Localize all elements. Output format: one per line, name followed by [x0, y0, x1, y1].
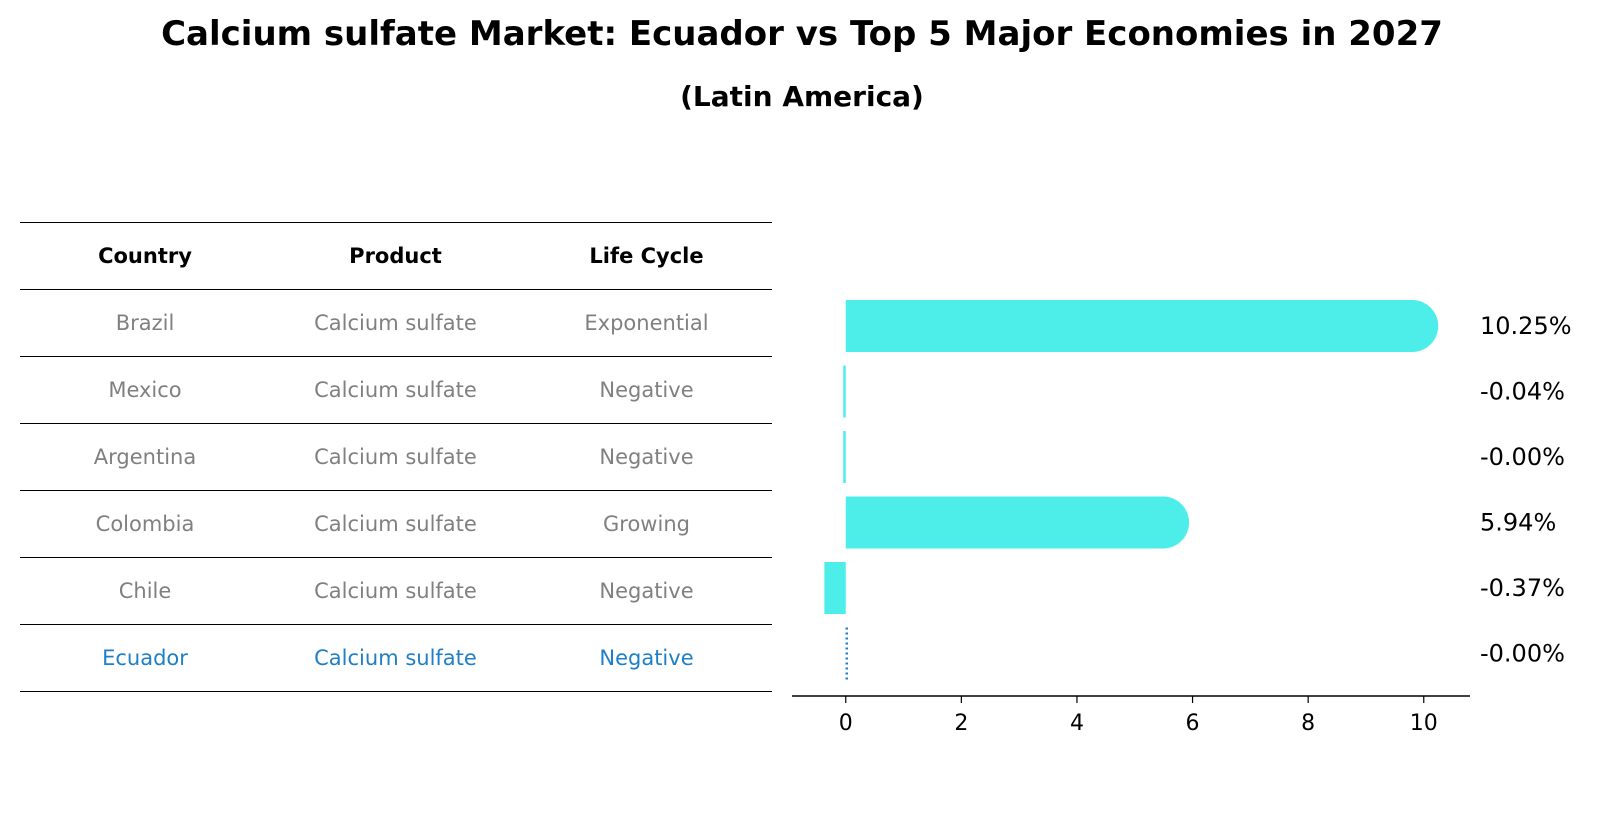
- chart-subtitle: (Latin America): [680, 80, 924, 113]
- x-tick-label: 0: [839, 711, 853, 736]
- cell-country: Colombia: [95, 512, 195, 536]
- bar: [843, 365, 846, 418]
- data-label: -0.37%: [1480, 574, 1565, 602]
- cell-country: Ecuador: [102, 646, 188, 670]
- comparison-table: Country Product Life Cycle Brazil Calciu…: [20, 222, 772, 692]
- table-row-highlighted: Ecuador Calcium sulfate Negative: [20, 625, 772, 692]
- data-label: -0.00%: [1480, 640, 1565, 668]
- table-row: Colombia Calcium sulfate Growing: [20, 491, 772, 558]
- bar: [843, 431, 846, 483]
- cell-product: Calcium sulfate: [314, 646, 477, 670]
- cell-life-cycle: Negative: [599, 445, 694, 469]
- x-tick-label: 8: [1301, 711, 1315, 736]
- data-label: 10.25%: [1480, 312, 1572, 340]
- bar: [845, 300, 1439, 352]
- header-product: Product: [349, 244, 442, 268]
- cell-country: Chile: [118, 579, 172, 603]
- cell-product: Calcium sulfate: [314, 311, 477, 335]
- bar: [845, 496, 1190, 549]
- table-row: Mexico Calcium sulfate Negative: [20, 357, 772, 424]
- table-header-row: Country Product Life Cycle: [20, 223, 772, 290]
- cell-life-cycle: Negative: [599, 646, 694, 670]
- chart-title: Calcium sulfate Market: Ecuador vs Top 5…: [161, 14, 1443, 54]
- cell-life-cycle: Exponential: [584, 311, 709, 335]
- data-label: -0.04%: [1480, 378, 1565, 406]
- x-tick-label: 2: [954, 711, 968, 736]
- cell-country: Brazil: [115, 311, 175, 335]
- cell-product: Calcium sulfate: [314, 579, 477, 603]
- cell-life-cycle: Negative: [599, 378, 694, 402]
- data-label: -0.00%: [1480, 443, 1565, 471]
- table-row: Brazil Calcium sulfate Exponential: [20, 290, 772, 357]
- header-life-cycle: Life Cycle: [589, 244, 704, 268]
- cell-country: Mexico: [108, 378, 182, 402]
- header-country: Country: [98, 244, 192, 268]
- bar: [824, 562, 846, 614]
- cell-country: Argentina: [93, 445, 197, 469]
- x-tick-label: 6: [1186, 711, 1200, 736]
- table-row: Argentina Calcium sulfate Negative: [20, 424, 772, 491]
- table-row: Chile Calcium sulfate Negative: [20, 558, 772, 625]
- x-tick-label: 10: [1410, 711, 1438, 736]
- cell-product: Calcium sulfate: [314, 445, 477, 469]
- data-label: 5.94%: [1480, 509, 1556, 537]
- cell-product: Calcium sulfate: [314, 512, 477, 536]
- x-tick-label: 4: [1070, 711, 1084, 736]
- cell-life-cycle: Negative: [599, 579, 694, 603]
- cell-life-cycle: Growing: [603, 512, 690, 536]
- cell-product: Calcium sulfate: [314, 378, 477, 402]
